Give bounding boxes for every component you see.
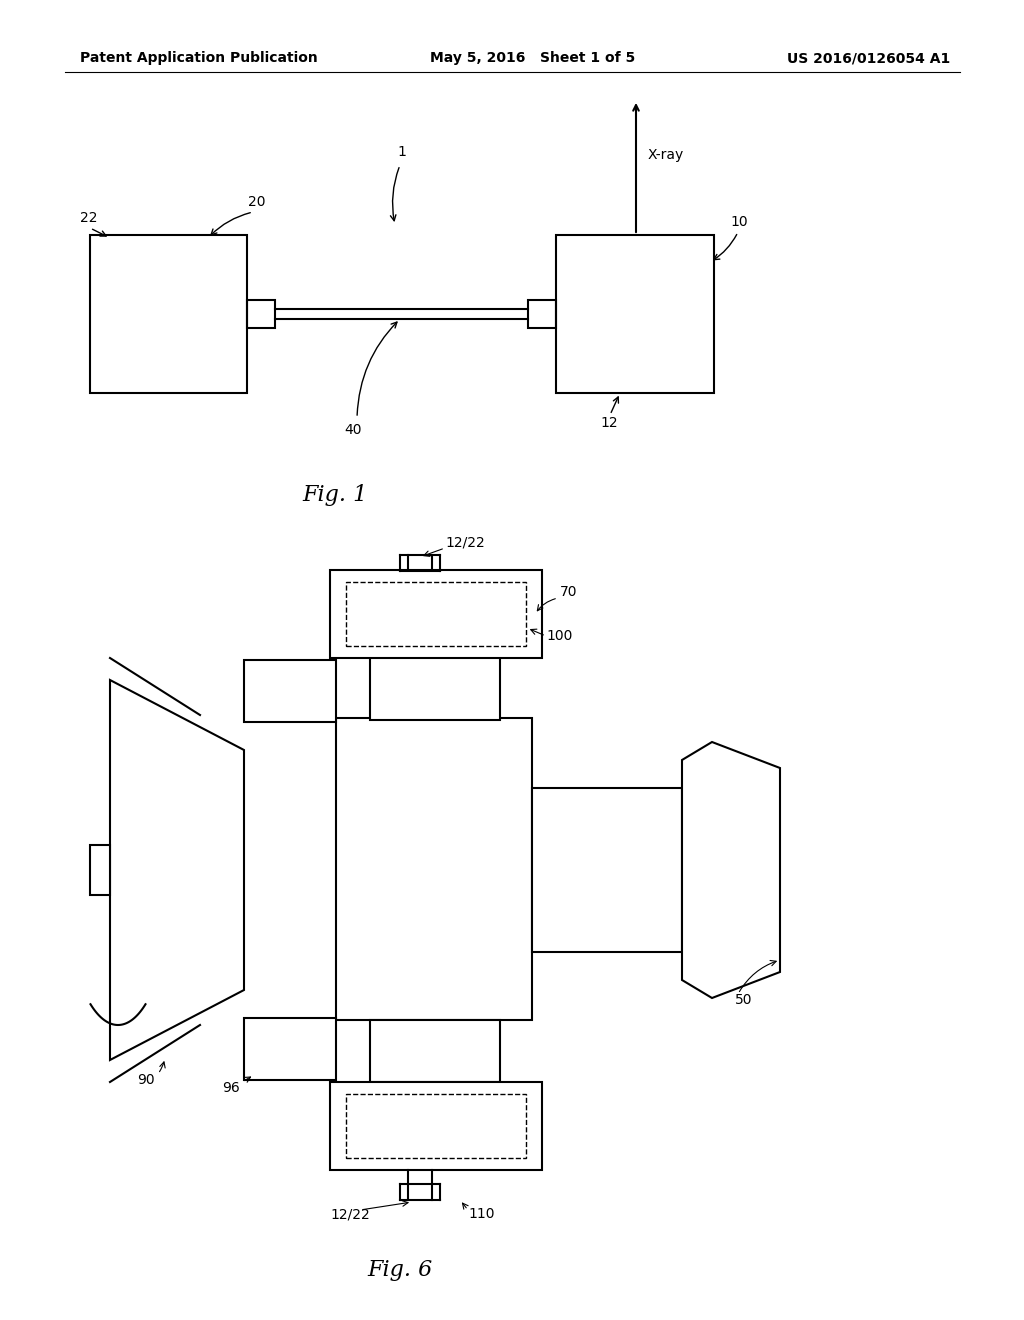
Bar xyxy=(346,582,526,645)
Bar xyxy=(528,300,556,327)
Text: 96: 96 xyxy=(222,1081,240,1096)
Text: 12: 12 xyxy=(600,416,617,430)
Bar xyxy=(336,718,532,1020)
Bar xyxy=(556,235,714,393)
Text: May 5, 2016   Sheet 1 of 5: May 5, 2016 Sheet 1 of 5 xyxy=(430,51,635,65)
Text: Patent Application Publication: Patent Application Publication xyxy=(80,51,317,65)
Text: US 2016/0126054 A1: US 2016/0126054 A1 xyxy=(786,51,950,65)
Bar xyxy=(370,656,500,719)
Text: 10: 10 xyxy=(730,215,748,228)
Text: X-ray: X-ray xyxy=(648,148,684,162)
Text: 1: 1 xyxy=(397,145,407,158)
Text: 110: 110 xyxy=(468,1206,495,1221)
Text: Fig. 6: Fig. 6 xyxy=(368,1259,432,1280)
Bar xyxy=(247,300,275,327)
Bar xyxy=(244,660,336,722)
Text: 40: 40 xyxy=(344,422,361,437)
Text: 12/22: 12/22 xyxy=(330,1206,370,1221)
Text: 50: 50 xyxy=(735,993,753,1007)
Bar xyxy=(90,845,110,895)
Text: 20: 20 xyxy=(248,195,265,209)
Bar xyxy=(370,1020,500,1082)
Bar xyxy=(346,1094,526,1158)
Bar xyxy=(90,235,247,393)
Text: 12/22: 12/22 xyxy=(445,536,484,550)
Polygon shape xyxy=(110,680,244,1060)
Text: Fig. 1: Fig. 1 xyxy=(302,484,368,506)
Text: 22: 22 xyxy=(80,211,97,224)
Polygon shape xyxy=(682,742,780,998)
Text: 100: 100 xyxy=(546,630,572,643)
Text: 70: 70 xyxy=(560,585,578,599)
Bar xyxy=(330,570,542,657)
Bar xyxy=(532,788,682,952)
Bar xyxy=(244,1018,336,1080)
Bar xyxy=(330,1082,542,1170)
Text: 90: 90 xyxy=(137,1073,155,1086)
